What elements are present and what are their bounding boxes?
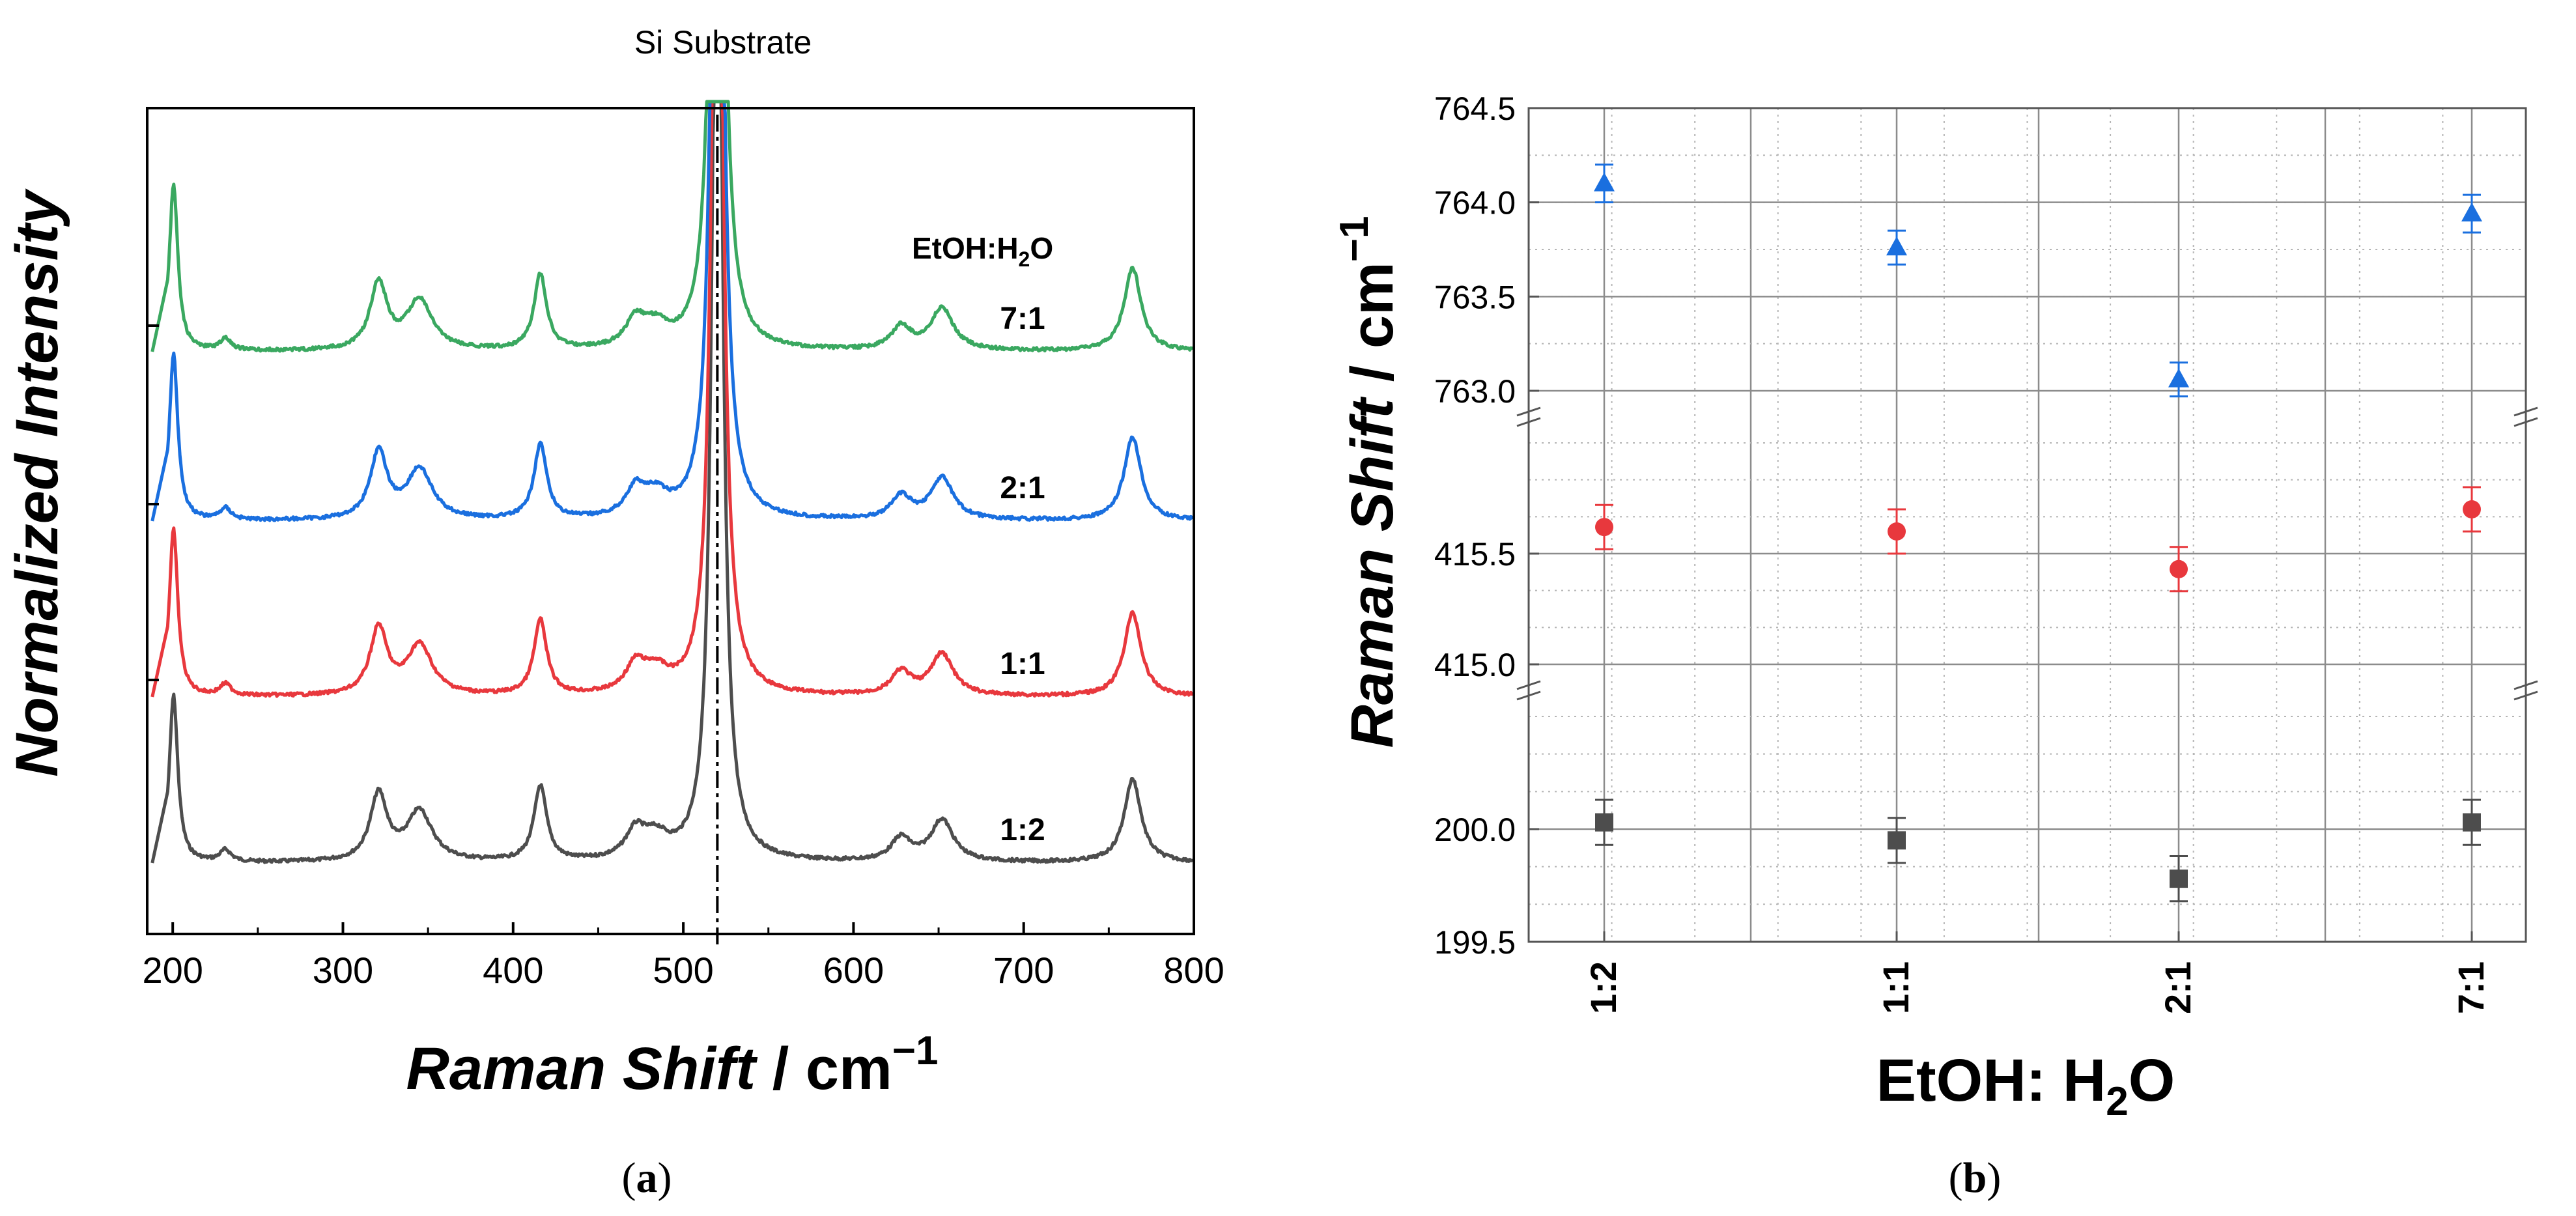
circle-marker — [2463, 500, 2481, 518]
data-point-triangle — [1594, 163, 1615, 204]
spectrum-line-2-1 — [150, 100, 1195, 522]
y-tick-label: 763.5 — [1434, 279, 1516, 315]
series-label-1-2: 1:2 — [1000, 813, 1045, 847]
panel-a-plot-frame — [146, 107, 1195, 935]
x-tick-label: 200 — [142, 950, 203, 991]
category-label-1-1: 1:1 — [1875, 961, 1916, 1014]
data-point-square — [2170, 855, 2188, 903]
data-point-triangle — [1886, 229, 1907, 266]
series-label-2-1: 2:1 — [1000, 471, 1045, 505]
y-tick-label: 763.0 — [1434, 373, 1516, 410]
x-tick-label: 500 — [653, 950, 713, 991]
x-tick-label: 400 — [483, 950, 543, 991]
series-label-1-1: 1:1 — [1000, 647, 1045, 681]
series-label-7-1: 7:1 — [1000, 302, 1045, 336]
data-point-circle — [1888, 508, 1906, 555]
panel-b-data-points — [1594, 163, 2482, 903]
data-point-circle — [2463, 486, 2481, 533]
legend-title: EtOH:H2O — [912, 231, 1053, 271]
panel-b-grid — [1528, 107, 2526, 943]
triangle-marker — [2168, 368, 2189, 388]
panel-a-spectra — [150, 100, 1195, 864]
panel-a-caption: (a) — [622, 1154, 672, 1202]
square-marker — [2463, 813, 2481, 832]
x-tick-label: 300 — [313, 950, 373, 991]
panel-a-chart: Si Substrate Normalized Intensity EtOH:H… — [4, 24, 1224, 1202]
circle-marker — [2170, 559, 2188, 578]
data-point-triangle — [2461, 193, 2482, 234]
circle-marker — [1595, 518, 1613, 537]
y-tick-label: 200.0 — [1434, 812, 1516, 848]
panel-b-y-axis-title: Raman Shift / cm−1 — [1332, 216, 1406, 748]
square-marker — [1595, 813, 1613, 832]
y-tick-label: 415.0 — [1434, 647, 1516, 683]
x-tick-label: 600 — [823, 950, 884, 991]
triangle-marker — [1594, 172, 1615, 191]
data-point-circle — [1595, 503, 1613, 550]
panel-b-ticks: 763.0 763.5 764.0 764.5 415.0 415.5 199.5 200.0… — [1434, 91, 2491, 1014]
category-label-7-1: 7:1 — [2450, 961, 2491, 1014]
panel-a-x-ticks: 200 300 400 500 600 700 800 — [142, 324, 1224, 991]
spectrum-line-7-1 — [150, 100, 1194, 353]
x-tick-label: 800 — [1163, 950, 1224, 991]
data-point-circle — [2170, 546, 2188, 593]
data-point-square — [2463, 799, 2481, 846]
square-marker — [1888, 831, 1906, 850]
y-tick-label: 199.5 — [1434, 924, 1516, 961]
panel-b-chart: 763.0 763.5 764.0 764.5 415.0 415.5 199.5 200.0… — [1332, 91, 2538, 1202]
panel-a-x-axis-title: Raman Shift / cm−1 — [406, 1028, 938, 1102]
panel-b-caption: (b) — [1949, 1154, 2002, 1202]
data-point-square — [1888, 817, 1906, 864]
category-label-1-2: 1:2 — [1583, 961, 1624, 1014]
si-substrate-label: Si Substrate — [634, 24, 812, 61]
panel-b-plot-frame — [1527, 107, 2527, 943]
triangle-marker — [2461, 203, 2482, 222]
y-tick-label: 415.5 — [1434, 536, 1516, 573]
circle-marker — [1888, 522, 1906, 541]
spectrum-line-1-1 — [150, 100, 1194, 698]
square-marker — [2170, 870, 2188, 888]
category-label-2-1: 2:1 — [2157, 961, 2198, 1014]
spectrum-line-1-2 — [150, 100, 1194, 864]
x-tick-label: 700 — [993, 950, 1054, 991]
data-point-triangle — [2168, 361, 2189, 398]
panel-a-y-axis-title: Normalized Intensity — [4, 188, 70, 777]
panel-b-x-axis-title: EtOH: H2O — [1876, 1047, 2175, 1124]
panel-a-series-labels: 1:2 1:1 2:1 7:1 — [1000, 302, 1045, 847]
y-tick-label: 764.0 — [1434, 185, 1516, 221]
data-point-square — [1595, 799, 1613, 846]
triangle-marker — [1886, 236, 1907, 256]
y-tick-label: 764.5 — [1434, 91, 1516, 127]
